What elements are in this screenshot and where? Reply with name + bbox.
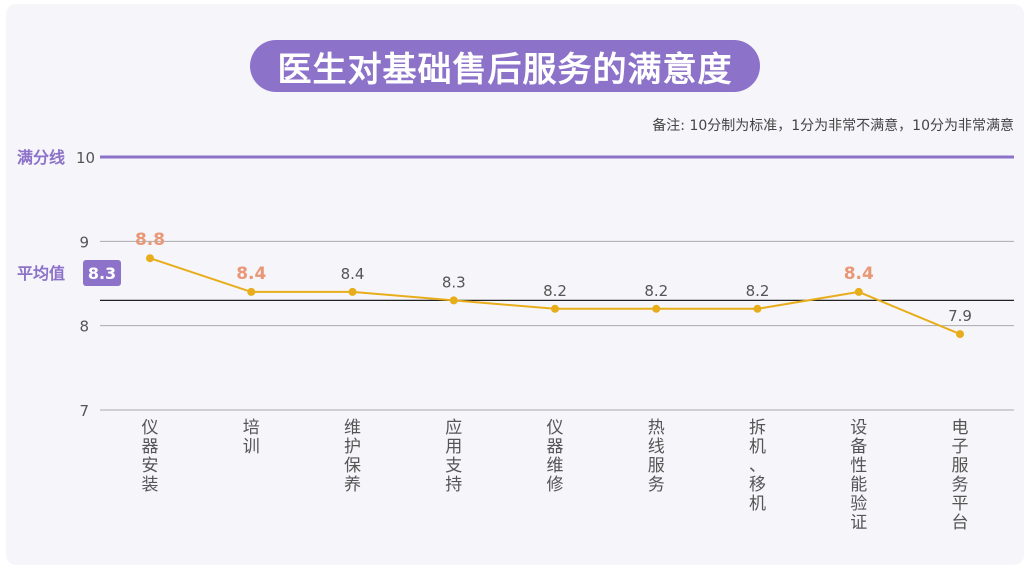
average-value: 8.3 xyxy=(88,264,116,283)
x-tick-label: 线 xyxy=(648,437,665,457)
y-tick-label: 8 xyxy=(79,318,89,336)
data-label: 8.2 xyxy=(746,282,770,300)
x-tick-label: 台 xyxy=(952,513,969,533)
full-score-label: 满分线 xyxy=(17,148,65,167)
data-label: 8.4 xyxy=(236,264,266,284)
x-tick-label: 护 xyxy=(344,437,361,457)
x-tick-label: 服 xyxy=(952,456,969,476)
x-tick-label: 仪 xyxy=(547,418,564,438)
x-tick-label: 器 xyxy=(142,437,159,457)
x-tick-label: 机 xyxy=(749,494,766,514)
data-point xyxy=(247,287,256,296)
x-tick-label: 电 xyxy=(952,418,969,438)
average-badge xyxy=(83,260,121,286)
data-point xyxy=(854,287,863,296)
x-tick-label: 机 xyxy=(749,437,766,457)
x-tick-label: 热 xyxy=(648,418,665,438)
x-tick-label: 仪 xyxy=(142,418,159,438)
data-point xyxy=(551,304,559,313)
x-tick-label: 维 xyxy=(547,456,564,476)
x-tick-label: 装 xyxy=(142,475,159,495)
data-point xyxy=(753,304,762,313)
x-tick-label: 训 xyxy=(243,437,260,457)
data-point xyxy=(348,287,357,296)
average-label: 平均值 xyxy=(17,264,65,283)
x-tick-label: 拆 xyxy=(749,418,766,438)
data-label: 8.2 xyxy=(543,282,567,300)
chart-title: 医生对基础售后服务的满意度 xyxy=(250,40,760,92)
x-tick-label: 用 xyxy=(445,437,462,457)
x-tick-label: 务 xyxy=(648,475,665,495)
x-tick-label: 服 xyxy=(648,456,665,476)
x-tick-label: 修 xyxy=(547,475,564,495)
x-tick-label: 备 xyxy=(850,437,867,457)
x-tick-label: 设 xyxy=(850,418,867,438)
data-label: 8.4 xyxy=(844,264,874,284)
x-tick-label: 持 xyxy=(445,475,462,495)
y-tick-label: 9 xyxy=(79,233,89,251)
data-point xyxy=(956,330,964,339)
full-score-value: 10 xyxy=(76,149,95,167)
data-point xyxy=(449,296,458,305)
x-tick-label: 应 xyxy=(445,418,462,438)
x-tick-label: 培 xyxy=(243,418,260,438)
chart-panel xyxy=(6,4,1024,565)
data-label: 7.9 xyxy=(948,307,972,325)
x-tick-label: 维 xyxy=(344,418,361,438)
x-tick-label: 保 xyxy=(344,456,361,476)
data-point xyxy=(652,304,661,313)
data-point xyxy=(146,254,154,263)
y-tick-label: 7 xyxy=(79,402,89,420)
x-tick-label: 器 xyxy=(547,437,564,457)
x-tick-label: 子 xyxy=(952,437,969,457)
x-tick-label: 支 xyxy=(445,456,462,476)
data-label: 8.2 xyxy=(644,282,668,300)
x-tick-label: 性 xyxy=(850,456,867,476)
x-tick-label: 验 xyxy=(850,494,867,514)
x-tick-label: 能 xyxy=(850,475,867,495)
data-label: 8.8 xyxy=(135,230,165,250)
x-tick-label: 平 xyxy=(952,494,969,514)
x-tick-label: 务 xyxy=(952,475,969,495)
x-tick-label: 证 xyxy=(850,513,867,533)
x-tick-label: 安 xyxy=(142,456,159,476)
x-tick-label: 、 xyxy=(749,456,766,476)
data-label: 8.3 xyxy=(442,273,466,291)
scale-note: 备注: 10分制为标准，1分为非常不满意，10分为非常满意 xyxy=(652,118,1014,134)
x-tick-label: 移 xyxy=(749,475,766,495)
data-label: 8.4 xyxy=(341,265,365,283)
x-tick-label: 养 xyxy=(344,475,361,495)
